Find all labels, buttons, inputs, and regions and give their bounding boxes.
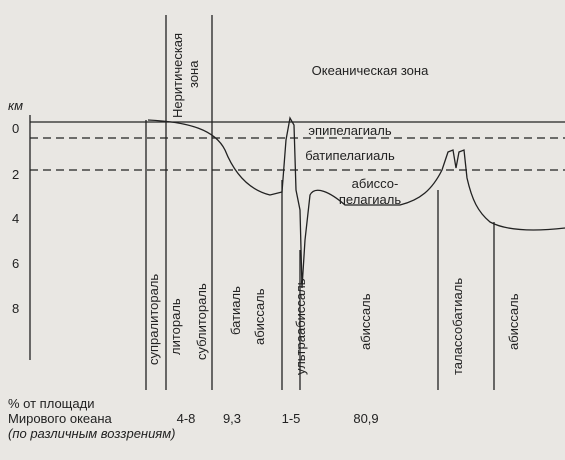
- depth-tick-label: 4: [12, 211, 19, 226]
- benthic-zone: сублитораль: [194, 283, 209, 360]
- area-value: 80,9: [353, 411, 378, 426]
- pelagic-zone: батипелагиаль: [305, 148, 395, 163]
- area-value: 1-5: [282, 411, 301, 426]
- pelagic-zone: пелагиаль: [339, 192, 401, 207]
- frame: [29, 15, 565, 390]
- benthic-zone: ультраабиссаль: [293, 278, 308, 375]
- depth-tick-label: 8: [12, 301, 19, 316]
- pelagic-zone: абиссо-: [352, 176, 399, 191]
- depth-tick-label: 2: [12, 167, 19, 182]
- seabed-profile: [147, 116, 565, 289]
- pelagic-zone: эпипелагиаль: [308, 123, 391, 138]
- depth-tick-label: 6: [12, 256, 19, 271]
- area-value: 9,3: [223, 411, 241, 426]
- axis-unit: км: [8, 98, 23, 113]
- area-caption: (по различным воззрениям): [8, 426, 176, 441]
- area-caption: Мирового океана: [8, 411, 113, 426]
- benthic-zone: талассобатиаль: [450, 278, 465, 375]
- area-value: 4-8: [177, 411, 196, 426]
- zone-label: Океаническая зона: [312, 63, 429, 78]
- benthic-zone: абиссаль: [358, 293, 373, 350]
- benthic-zone: литораль: [168, 298, 183, 355]
- benthic-zone: абиссаль: [506, 293, 521, 350]
- depth-tick-label: 0: [12, 121, 19, 136]
- zone-label: зона: [186, 60, 201, 88]
- area-caption: % от площади: [8, 396, 94, 411]
- benthic-zone: абиссаль: [252, 288, 267, 345]
- benthic-zone: батиаль: [228, 286, 243, 335]
- zone-label: Неритическая: [170, 33, 185, 118]
- benthic-zone: супралитораль: [146, 274, 161, 365]
